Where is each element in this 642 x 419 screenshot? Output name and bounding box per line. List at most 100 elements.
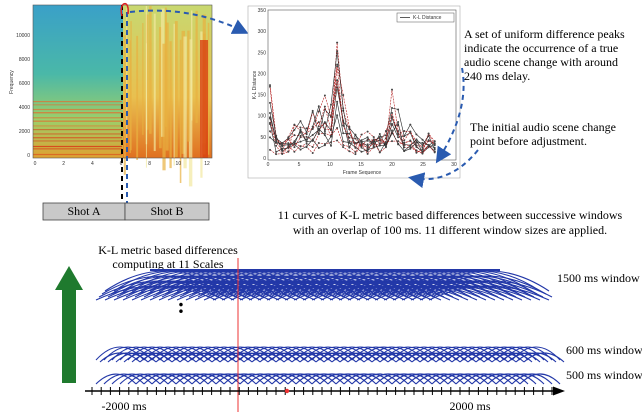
- window-arc: [267, 352, 309, 363]
- kl-point: [269, 136, 271, 139]
- kl-point: [336, 65, 339, 68]
- kl-point: [378, 151, 381, 154]
- annotation: A set of uniform difference peaks: [464, 27, 625, 41]
- kl-point: [391, 106, 393, 109]
- spectral-band: [33, 117, 122, 119]
- legend-label: K-L Distance: [413, 15, 442, 21]
- window-arc: [199, 373, 241, 385]
- spectral-stripe: [187, 30, 190, 142]
- window-arc: [351, 373, 393, 385]
- window-arc: [395, 352, 437, 363]
- window-arc: [103, 373, 145, 385]
- plot-y-tick: 250: [258, 50, 267, 56]
- kl-point: [311, 152, 314, 155]
- spec-y-tick: 10000: [16, 33, 30, 39]
- window-arc: [139, 352, 181, 363]
- window-arc: [223, 373, 265, 385]
- plot-y-tick: 0: [263, 156, 266, 162]
- spectral-band: [33, 108, 122, 111]
- kl-point: [421, 148, 424, 151]
- kl-point: [323, 94, 326, 97]
- kl-point: [415, 141, 418, 144]
- window-arc: [411, 352, 453, 363]
- kl-point: [403, 139, 406, 142]
- spectral-band: [33, 133, 122, 135]
- window-arc: [203, 352, 245, 363]
- window-arc: [391, 373, 433, 385]
- kl-point: [336, 63, 339, 66]
- plot-x-tick: 20: [389, 162, 395, 168]
- window-arc: [475, 352, 517, 363]
- kl-point: [433, 148, 436, 151]
- kl-point: [342, 146, 345, 149]
- kl-point: [293, 141, 296, 144]
- kl-point: [275, 144, 278, 147]
- window-arc: [375, 373, 417, 385]
- kl-point: [287, 137, 290, 140]
- window-arc: [383, 373, 425, 385]
- window-arc: [135, 373, 177, 385]
- kl-point: [299, 131, 302, 134]
- kl-point: [427, 139, 430, 142]
- window-arc: [187, 352, 229, 363]
- kl-point: [366, 146, 369, 149]
- kl-curve: [269, 140, 435, 155]
- loop-mark: [120, 3, 129, 17]
- spectral-stripe: [153, 13, 156, 152]
- spectral-band: [33, 145, 122, 148]
- window-label: 500 ms window: [566, 368, 642, 382]
- window-arc: [479, 373, 521, 385]
- kl-point: [409, 144, 412, 147]
- kl-point: [287, 136, 290, 139]
- kl-point: [366, 130, 369, 133]
- kl-point: [269, 117, 271, 120]
- window-arc: [463, 373, 505, 385]
- kl-point: [360, 142, 363, 145]
- window-arc: [403, 352, 445, 363]
- kl-point: [348, 132, 351, 135]
- window-arc: [119, 373, 161, 385]
- kl-point: [323, 128, 326, 131]
- kl-point: [269, 130, 271, 133]
- legend-box: [396, 12, 455, 23]
- kl-point: [403, 150, 406, 153]
- kl-point: [433, 151, 436, 154]
- kl-point: [281, 147, 284, 150]
- window-arc: [239, 373, 281, 385]
- kl-point: [360, 146, 363, 149]
- spectral-stripe: [181, 30, 185, 154]
- spectral-band: [33, 140, 122, 142]
- spec-y-tick: 4000: [19, 105, 30, 111]
- kl-point: [397, 132, 400, 135]
- window-arc: [343, 373, 385, 385]
- plot-y-tick: 300: [258, 29, 267, 35]
- kl-point: [421, 141, 424, 144]
- spectral-stripe: [142, 23, 144, 135]
- window-arc: [467, 352, 509, 363]
- kl-point: [305, 140, 308, 143]
- window-arc: [507, 352, 549, 363]
- spectral-stripe: [200, 40, 208, 158]
- kl-point: [360, 141, 363, 144]
- window-arc: [451, 352, 493, 363]
- window-arc: [275, 352, 317, 363]
- window-arc: [243, 352, 285, 363]
- kl-point: [299, 140, 302, 143]
- window-arc: [523, 352, 565, 363]
- kl-point: [421, 146, 424, 149]
- window-arc: [459, 352, 501, 363]
- kl-point: [342, 94, 345, 97]
- kl-curve: [269, 80, 435, 147]
- kl-point: [336, 41, 339, 44]
- kl-point: [354, 153, 357, 156]
- kl-point: [305, 146, 308, 149]
- spectral-stripe: [149, 6, 152, 134]
- plot-x-tick: 0: [267, 162, 270, 168]
- window-arc: [471, 373, 513, 385]
- kl-point: [409, 147, 412, 150]
- spec-x-tick: 6: [120, 161, 123, 167]
- kl-point: [348, 139, 351, 142]
- kl-point: [427, 144, 430, 147]
- window-arc: [359, 373, 401, 385]
- window-arc: [443, 352, 485, 363]
